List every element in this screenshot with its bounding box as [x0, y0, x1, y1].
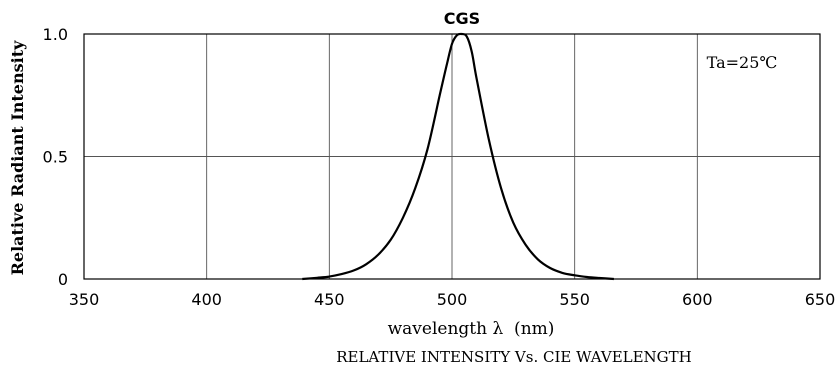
- series-layer: [302, 32, 614, 281]
- y-tick-label: 0: [58, 270, 68, 289]
- y-tick-label: 1.0: [43, 25, 68, 44]
- x-tick-label: 450: [314, 290, 345, 309]
- temperature-annotation: Ta=25℃: [707, 53, 778, 72]
- plot-frame: [83, 33, 821, 280]
- y-tick-label: 0.5: [43, 148, 68, 167]
- x-tick-label: 600: [682, 290, 713, 309]
- x-tick-label: 550: [559, 290, 590, 309]
- y-tick-labels: 0 0.5 1.0: [43, 25, 68, 289]
- x-tick-label: 500: [437, 290, 468, 309]
- x-tick-label: 650: [805, 290, 836, 309]
- grid: [84, 34, 820, 279]
- chart-subtitle: RELATIVE INTENSITY Vs. CIE WAVELENGTH: [336, 348, 692, 366]
- x-axis-label: wavelength λ (nm): [388, 319, 555, 339]
- chart-title: CGS: [444, 9, 480, 28]
- x-tick-label: 400: [191, 290, 222, 309]
- x-tick-labels: 350 400 450 500 550 600 650: [69, 290, 836, 309]
- x-tick-label: 350: [69, 290, 100, 309]
- y-axis-label: Relative Radiant Intensity: [8, 40, 27, 275]
- spectrum-curve: [302, 32, 614, 281]
